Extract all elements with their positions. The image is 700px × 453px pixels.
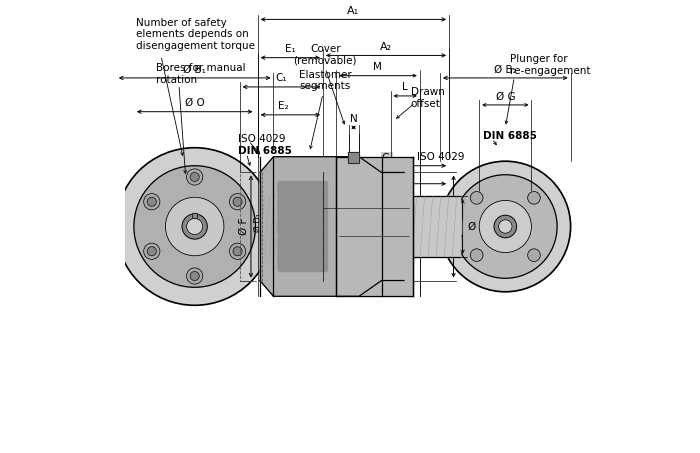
Bar [239, 173, 262, 280]
Text: DIN 6885: DIN 6885 [238, 146, 292, 156]
Text: F7: F7 [455, 235, 463, 240]
Circle shape [187, 218, 203, 235]
Circle shape [134, 166, 256, 287]
Circle shape [454, 175, 557, 278]
Bar [348, 152, 359, 164]
Text: Ø G: Ø G [496, 92, 515, 101]
Circle shape [187, 268, 203, 284]
FancyBboxPatch shape [278, 182, 328, 199]
Bar [337, 157, 413, 296]
Text: M: M [374, 62, 382, 72]
Circle shape [498, 220, 512, 233]
Circle shape [528, 192, 540, 204]
Text: Ø D₁: Ø D₁ [253, 212, 262, 231]
FancyBboxPatch shape [278, 199, 328, 217]
Polygon shape [260, 157, 404, 296]
Circle shape [440, 161, 570, 292]
Circle shape [233, 247, 242, 256]
Text: A₁: A₁ [347, 6, 359, 16]
FancyBboxPatch shape [278, 254, 328, 271]
Text: Ø O: Ø O [185, 98, 204, 108]
Text: E₂: E₂ [278, 101, 288, 111]
Text: C₃: C₃ [382, 153, 393, 163]
Text: Cover
(removable): Cover (removable) [293, 44, 357, 65]
Circle shape [190, 173, 199, 182]
Text: Drawn
offset: Drawn offset [411, 87, 444, 109]
Circle shape [230, 243, 246, 260]
Text: Ø P: Ø P [468, 222, 486, 231]
Circle shape [144, 243, 160, 260]
Circle shape [147, 247, 156, 256]
Circle shape [190, 271, 199, 280]
Circle shape [233, 197, 242, 206]
Text: Plunger for
re-engagement: Plunger for re-engagement [510, 54, 590, 76]
Circle shape [470, 249, 483, 261]
Text: Ø B₁: Ø B₁ [183, 64, 206, 74]
Text: E₁: E₁ [285, 44, 296, 54]
Text: L: L [402, 82, 408, 92]
Text: ISO 4029: ISO 4029 [238, 134, 286, 144]
Circle shape [144, 193, 160, 210]
Bar [260, 196, 294, 257]
Bar [193, 213, 197, 218]
Bar [193, 213, 197, 218]
Text: K: K [293, 188, 300, 198]
Text: Elastomer
segments: Elastomer segments [299, 70, 351, 92]
Bar [404, 196, 461, 257]
Text: N: N [350, 114, 358, 124]
Circle shape [470, 192, 483, 204]
Circle shape [147, 197, 156, 206]
Circle shape [182, 214, 207, 239]
Text: F7: F7 [270, 235, 277, 240]
Circle shape [230, 193, 246, 210]
Circle shape [480, 200, 531, 253]
Bar [348, 152, 359, 164]
FancyBboxPatch shape [278, 236, 328, 254]
Text: Ø F: Ø F [239, 218, 248, 235]
Text: C₂: C₂ [382, 171, 393, 181]
Text: A₂: A₂ [380, 42, 392, 52]
Text: Ø B₂: Ø B₂ [494, 64, 517, 74]
Circle shape [187, 169, 203, 185]
Circle shape [494, 215, 517, 238]
Text: C₁: C₁ [275, 73, 287, 83]
Text: ISO 4029: ISO 4029 [416, 152, 464, 162]
Text: Ø D₂: Ø D₂ [444, 212, 453, 231]
FancyBboxPatch shape [278, 217, 328, 236]
Text: DIN 6885: DIN 6885 [483, 131, 537, 141]
Circle shape [165, 197, 224, 256]
Text: Bores for manual
rotation: Bores for manual rotation [155, 63, 245, 85]
Circle shape [116, 148, 274, 305]
Text: Number of safety
elements depends on
disengagement torque: Number of safety elements depends on dis… [136, 18, 255, 51]
Circle shape [528, 249, 540, 261]
